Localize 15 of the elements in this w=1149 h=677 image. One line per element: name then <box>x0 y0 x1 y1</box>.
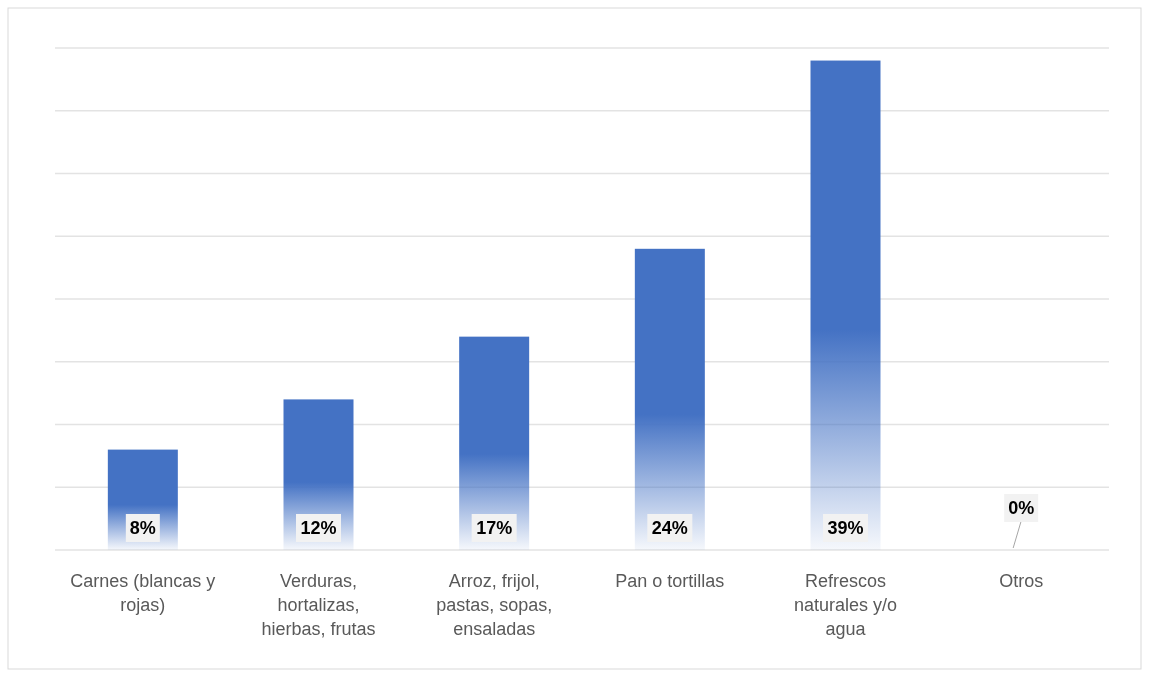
x-tick-label: Arroz, frijol, pastas, sopas, ensaladas <box>436 571 553 639</box>
x-tick-label: Pan o tortillas <box>615 571 725 591</box>
data-label: 24% <box>651 518 688 539</box>
data-label: 39% <box>827 518 864 539</box>
bar <box>634 248 705 550</box>
data-label: 17% <box>476 518 513 539</box>
x-tick-label: Carnes (blancas y rojas) <box>70 571 216 615</box>
x-tick-label: Refrescos naturales y/o agua <box>793 571 898 639</box>
x-tick-label: Verduras, hortalizas, hierbas, frutas <box>261 571 376 639</box>
data-label: 0% <box>1008 498 1035 519</box>
data-label: 12% <box>300 518 337 539</box>
bar <box>810 60 881 550</box>
bar <box>459 336 530 550</box>
data-label: 8% <box>129 518 156 539</box>
x-tick-label: Otros <box>999 571 1044 591</box>
